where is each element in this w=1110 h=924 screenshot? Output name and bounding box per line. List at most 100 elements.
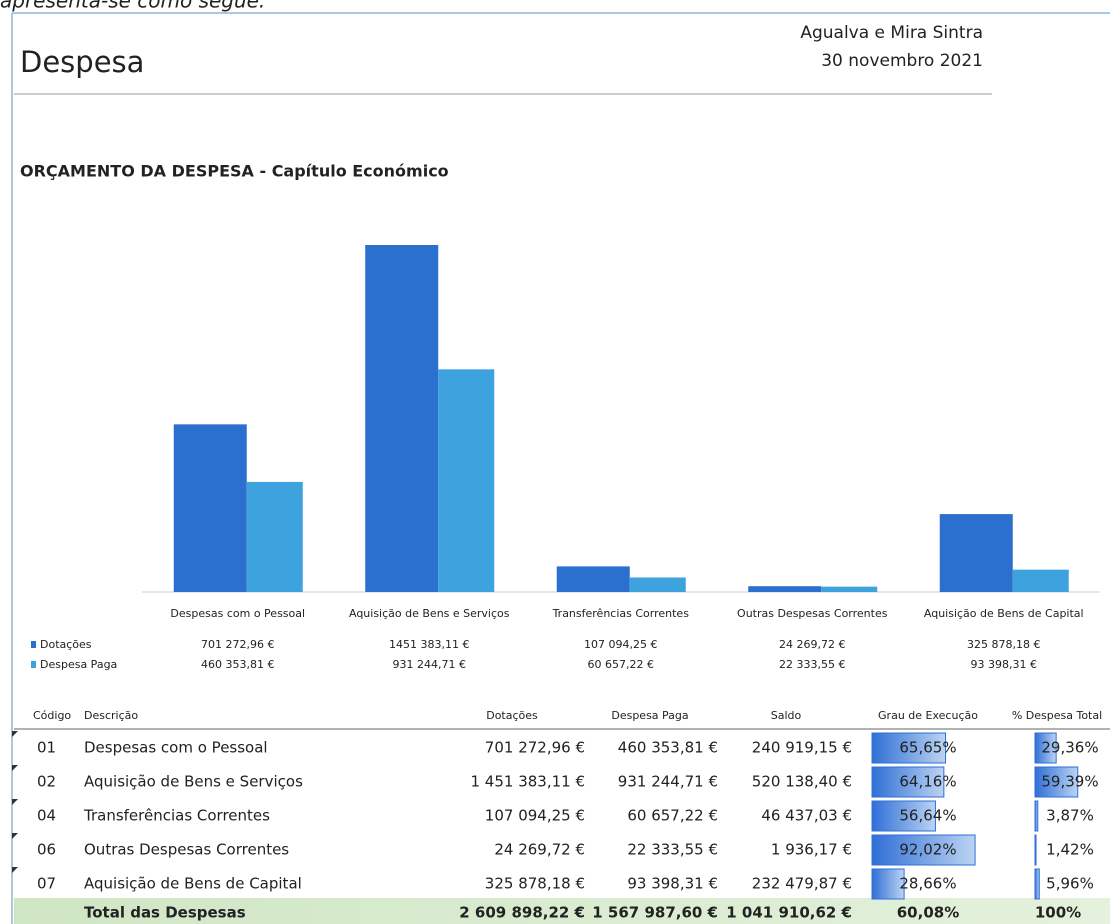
category-label: Aquisição de Bens de Capital: [924, 607, 1084, 620]
cell: 59,39%: [1041, 773, 1098, 791]
legend-label: Despesa Paga: [40, 658, 117, 671]
bar: [939, 514, 1013, 592]
cell: 06: [37, 841, 56, 859]
data-bar: [1034, 766, 1079, 798]
value-label: 107 094,25 €: [584, 638, 657, 651]
cell: 3,87%: [1046, 807, 1094, 825]
cell: 29,36%: [1041, 739, 1098, 757]
value-label: 93 398,31 €: [971, 658, 1037, 671]
cell: 07: [37, 875, 56, 893]
category-label: Aquisição de Bens e Serviços: [349, 607, 510, 620]
value-label: 24 269,72 €: [779, 638, 845, 651]
bar: [246, 481, 303, 592]
cell: 46 437,03 €: [761, 807, 852, 825]
cell: 1,42%: [1046, 841, 1094, 859]
data-bar: [871, 800, 936, 832]
bar: [821, 586, 878, 592]
total-cell: 60,08%: [897, 904, 959, 922]
cell: Aquisição de Bens de Capital: [84, 875, 302, 893]
bar: [748, 586, 822, 592]
column-header: Despesa Paga: [611, 709, 688, 722]
data-bar: [871, 868, 905, 900]
total-band: [14, 898, 1110, 924]
legend-swatch: [31, 661, 36, 668]
bar: [438, 369, 495, 592]
table: Código Descrição Dotações Despesa Paga Saldo…: [12, 709, 1110, 922]
cell: 04: [37, 807, 56, 825]
bar: [556, 566, 630, 592]
cell: 107 094,25 €: [485, 807, 585, 825]
cell: 93 398,31 €: [627, 875, 718, 893]
date: 30 novembro 2021: [821, 51, 983, 71]
section-title: ORÇAMENTO DA DESPESA - Capítulo Económic…: [20, 162, 449, 181]
cell: 01: [37, 739, 56, 757]
value-label: 701 272,96 €: [201, 638, 274, 651]
category-label: Outras Despesas Correntes: [737, 607, 888, 620]
data-bar: [1034, 732, 1057, 764]
row-marker: [12, 731, 18, 737]
category-label: Transferências Correntes: [552, 607, 690, 620]
cell: 60 657,22 €: [627, 807, 718, 825]
cell: 22 333,55 €: [627, 841, 718, 859]
total-cell: 100%: [1035, 904, 1081, 922]
column-header: Dotações: [486, 709, 538, 722]
cell: 02: [37, 773, 56, 791]
value-label: 325 878,18 €: [967, 638, 1040, 651]
column-header: Saldo: [771, 709, 802, 722]
intro-text: apresenta-se como segue:: [0, 0, 266, 13]
data-bar: [871, 766, 945, 798]
value-label: 931 244,71 €: [393, 658, 466, 671]
value-label: 1451 383,11 €: [389, 638, 469, 651]
data-bar: [871, 732, 947, 764]
column-header: Descrição: [84, 709, 138, 722]
bar: [173, 424, 247, 592]
legend-swatch: [31, 641, 36, 648]
cell: 64,16%: [899, 773, 956, 791]
cell: 1 451 383,11 €: [470, 773, 585, 791]
data-bar: [1034, 800, 1039, 832]
chart: 701 272,96 € 460 353,81 € Despesas com o P…: [31, 245, 1100, 671]
cell: 460 353,81 €: [618, 739, 718, 757]
column-header: % Despesa Total: [1012, 709, 1102, 722]
value-label: 460 353,81 €: [201, 658, 274, 671]
cell: Transferências Correntes: [83, 807, 270, 825]
row-marker: [12, 867, 18, 873]
cell: 28,66%: [899, 875, 956, 893]
column-header: Grau de Execução: [878, 709, 978, 722]
bar: [1012, 569, 1069, 592]
cell: 65,65%: [899, 739, 956, 757]
row-marker: [12, 799, 18, 805]
cell: 5,96%: [1046, 875, 1094, 893]
value-label: 22 333,55 €: [779, 658, 845, 671]
cell: 701 272,96 €: [485, 739, 585, 757]
data-bar: [1034, 834, 1037, 866]
total-cell: 1 041 910,62 €: [726, 904, 852, 922]
cell: 931 244,71 €: [618, 773, 718, 791]
data-bar: [871, 834, 976, 866]
cell: Outras Despesas Correntes: [84, 841, 289, 859]
data-bar: [1034, 868, 1040, 900]
cell: Despesas com o Pessoal: [84, 739, 268, 757]
place: Agualva e Mira Sintra: [800, 23, 983, 43]
total-cell: 1 567 987,60 €: [592, 904, 718, 922]
value-label: 60 657,22 €: [588, 658, 654, 671]
category-label: Despesas com o Pessoal: [170, 607, 305, 620]
cell: 1 936,17 €: [771, 841, 852, 859]
page-title: Despesa: [20, 45, 144, 79]
cell: 232 479,87 €: [752, 875, 852, 893]
cell: 240 919,15 €: [752, 739, 852, 757]
legend-label: Dotações: [40, 638, 92, 651]
cell: 56,64%: [899, 807, 956, 825]
row-marker: [12, 765, 18, 771]
row-marker: [12, 833, 18, 839]
cell: 24 269,72 €: [494, 841, 585, 859]
column-header: Código: [33, 709, 71, 722]
total-cell: Total das Despesas: [84, 904, 246, 922]
cell: 92,02%: [899, 841, 956, 859]
total-cell: 2 609 898,22 €: [459, 904, 585, 922]
bar: [365, 245, 439, 592]
cell: 325 878,18 €: [485, 875, 585, 893]
bar: [629, 577, 686, 592]
cell: Aquisição de Bens e Serviços: [84, 773, 303, 791]
cell: 520 138,40 €: [752, 773, 852, 791]
